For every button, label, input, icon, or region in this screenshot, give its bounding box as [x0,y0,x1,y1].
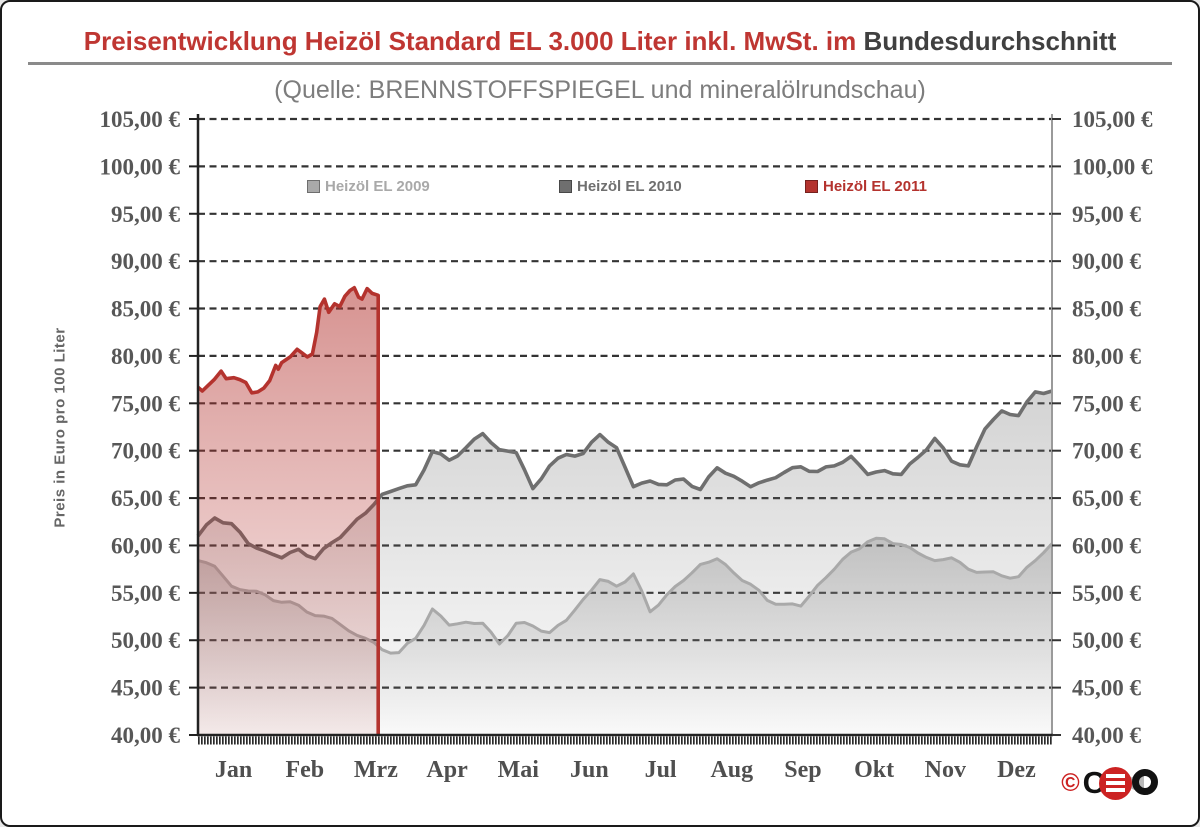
y-tick-label-left-55: 55,00 € [111,581,181,606]
y-tick-label-left-80: 80,00 € [111,344,181,369]
y-tick-label-right-60: 60,00 € [1072,533,1142,558]
x-tick-label-Feb: Feb [285,757,324,783]
legend-swatch-2010-icon [559,180,572,193]
legend-item-2010: Heizöl EL 2010 [559,178,682,195]
y-tick-label-right-45: 45,00 € [1072,676,1142,701]
page-title-dark: Bundesdurchschnitt [863,26,1117,56]
y-tick-label-left-45: 45,00 € [111,676,181,701]
y-tick-label-right-55: 55,00 € [1072,581,1142,606]
copyright-icon: © [1061,768,1080,797]
y-tick-label-right-75: 75,00 € [1072,391,1142,416]
ceto-logo-letter-o [1118,767,1160,800]
y-tick-label-left-65: 65,00 € [111,486,181,511]
ceto-logo: © C [1061,765,1160,801]
y-tick-label-left-90: 90,00 € [111,249,181,274]
x-tick-label-Mrz: Mrz [354,757,398,783]
x-tick-label-Mai: Mai [498,757,540,783]
ceto-logo-e-disc-icon [1099,766,1132,800]
series-2011-area [198,287,379,735]
x-tick-label-Nov: Nov [925,757,966,783]
ceto-logo-letter-c: C [1082,765,1105,800]
x-tick-label-Jun: Jun [570,757,609,783]
series-2011-line [196,285,380,735]
page-title-red: Preisentwicklung Heizöl Standard EL 3.00… [83,26,857,56]
legend-label-2009: Heizöl EL 2009 [325,178,430,195]
y-tick-label-left-95: 95,00 € [111,202,181,227]
y-tick-label-right-95: 95,00 € [1072,202,1142,227]
page-title: Preisentwicklung Heizöl Standard EL 3.00… [2,26,1198,57]
chart-subtitle: (Quelle: BRENNSTOFFSPIEGEL und mineralöl… [274,76,926,104]
y-tick-label-right-80: 80,00 € [1072,344,1142,369]
y-tick-label-left-40: 40,00 € [111,723,181,748]
x-tick-label-Aug: Aug [710,757,753,783]
y-tick-label-left-75: 75,00 € [111,391,181,416]
legend-swatch-2011-icon [805,180,818,193]
title-divider [28,62,1172,65]
x-tick-label-Sep: Sep [784,757,821,783]
y-tick-label-right-50: 50,00 € [1072,628,1142,653]
x-tick-label-Okt: Okt [854,757,894,783]
legend-label-2011: Heizöl EL 2011 [823,178,927,195]
x-tick-label-Apr: Apr [426,757,468,783]
series-2009-area [198,538,1052,735]
x-tick-label-Jan: Jan [215,757,252,783]
y-tick-label-right-70: 70,00 € [1072,439,1142,464]
y-tick-label-right-105: 105,00 € [1072,107,1153,132]
y-tick-label-right-65: 65,00 € [1072,486,1142,511]
y-tick-label-right-100: 100,00 € [1072,154,1153,179]
y-tick-label-left-85: 85,00 € [111,297,181,322]
y-tick-label-right-40: 40,00 € [1072,723,1142,748]
y-tick-label-left-60: 60,00 € [111,533,181,558]
y-tick-label-right-85: 85,00 € [1072,297,1142,322]
x-tick-label-Jul: Jul [645,757,677,783]
y-tick-label-left-105: 105,00 € [100,107,181,132]
x-tick-label-Dez: Dez [997,757,1036,783]
legend-swatch-2009-icon [307,180,320,193]
y-tick-label-left-70: 70,00 € [111,439,181,464]
y-tick-label-left-100: 100,00 € [100,154,181,179]
legend-label-2010: Heizöl EL 2010 [577,178,682,195]
y-tick-label-right-90: 90,00 € [1072,249,1142,274]
legend-item-2011: Heizöl EL 2011 [805,178,927,195]
y-tick-label-left-50: 50,00 € [111,628,181,653]
legend-item-2009: Heizöl EL 2009 [307,178,430,195]
